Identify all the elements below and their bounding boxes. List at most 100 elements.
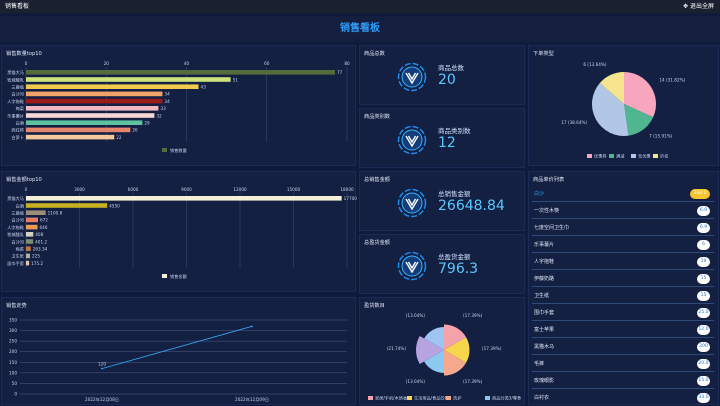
price-badge: 15: [697, 274, 710, 284]
panel-order-type: 下单类型 14 (31.82%) 7 (15.91%) 17 (38.64%) 6 (…: [528, 45, 719, 166]
category-label: 乐事薯片: [7, 112, 24, 119]
list-item-name: 乐事薯片: [534, 242, 555, 248]
legend-swatch: [653, 154, 658, 158]
panel-amt-top10: 销售金额top10 0 3000 6000 9000 12000 15000 18000 黑猫…: [1, 171, 358, 292]
list-item-name: 卫生纸: [534, 293, 550, 299]
data-label: 175.2: [31, 261, 43, 266]
price-badge: 12.0: [697, 325, 710, 335]
list-item[interactable]: 一次性木筷 6.0: [532, 203, 714, 219]
data-label: 120: [98, 362, 106, 367]
y-tick-label: 300: [9, 328, 17, 333]
list-item[interactable]: 围巾手套 25.0: [532, 305, 714, 321]
icon-v-mark: [405, 72, 419, 85]
data-label: 34: [164, 99, 170, 104]
legend-label: 满减: [616, 153, 625, 160]
slice-label: 14 (31.82%): [659, 77, 685, 82]
category-label: 白酒: [16, 202, 24, 209]
icon-v-mark: [405, 261, 419, 274]
legend-swatch: [631, 154, 636, 158]
data-label: 26: [132, 128, 138, 133]
list-item[interactable]: 卫生纸 15: [532, 288, 714, 304]
panel-title: 下单类型: [533, 51, 554, 57]
legend-swatch: [162, 274, 167, 278]
legend-label: 洗护: [453, 395, 461, 402]
price-badge: 6.0: [697, 206, 710, 216]
bar: [26, 113, 155, 118]
price-badge: 368.0: [690, 189, 710, 199]
legend-swatch: [609, 154, 614, 158]
tick-label: 12000: [233, 187, 247, 192]
category-label: 三鹿瓶: [11, 84, 24, 91]
icon-ring: [397, 251, 427, 281]
tick-label: 60: [264, 61, 270, 66]
icon-v-mark: [405, 135, 419, 148]
bar: [26, 217, 38, 223]
bar: [26, 120, 143, 125]
tick-label: 6000: [128, 187, 139, 192]
list-item[interactable]: 乐事薯片 6: [532, 237, 714, 253]
list-item[interactable]: 黑猫木马 200: [532, 339, 714, 355]
list-item[interactable]: 人字拖鞋 19: [532, 254, 714, 270]
price-badge: 19: [697, 257, 710, 267]
data-label: 77: [337, 70, 343, 75]
data-label: 646: [40, 225, 48, 230]
panel-price-list: 商品单价列表 白沙 368.0 一次性木筷 6.0 七度空间卫生巾 6.9 乐事薯片 6 人字拖…: [528, 171, 719, 405]
data-label: 263.34: [33, 247, 48, 252]
bar: [26, 134, 115, 140]
list-item[interactable]: 七度空间卫生巾 6.9: [532, 220, 714, 236]
price-badge: 6: [697, 240, 710, 250]
legend-swatch: [368, 396, 373, 400]
dashboard-header: 销售看板: [0, 16, 720, 42]
qty-bar-chart: 0 20 40 60 80 黑猫大马 77 牧城酸乳 51 三鹿瓶 43 白沙河 34 人字拖鞋 34 梅菜 3…: [7, 61, 350, 154]
data-label: 22: [116, 135, 122, 140]
exit-fullscreen-button[interactable]: ✥ 退出全屏: [683, 3, 714, 10]
list-item[interactable]: 伊藤奶酪 15: [532, 271, 714, 287]
list-item[interactable]: 富士苹果 12.0: [532, 322, 714, 338]
icon-v-mark: [405, 198, 419, 211]
list-item[interactable]: 玫瑰眼影 15.0: [532, 373, 714, 389]
bar: [26, 106, 159, 111]
pie-slice: [624, 104, 654, 136]
list-item[interactable]: 白衬衣 33.0: [532, 390, 714, 404]
category-count-value: 12: [438, 135, 456, 151]
panel-title: 总销售金额: [364, 177, 390, 183]
list-item[interactable]: 白沙 368.0: [532, 186, 714, 202]
total-profit-value: 796.3: [438, 261, 479, 277]
data-label: 4550: [109, 203, 120, 208]
category-label: 人字拖鞋: [7, 224, 25, 231]
data-label: 51: [233, 77, 239, 82]
rose-slice: [444, 337, 470, 363]
slice-label: 7 (15.91%): [649, 134, 673, 139]
data-label: 408: [35, 232, 43, 237]
panel-title: 盈货数目: [364, 303, 385, 309]
price-badge: 25.0: [697, 308, 710, 318]
slice-label: (13.04%): [406, 313, 426, 318]
rose-slice: [424, 327, 444, 350]
product-count-label: 商品总数: [438, 64, 464, 72]
total-sales-label: 总销售金额: [438, 190, 471, 198]
price-badge: 15: [697, 291, 710, 301]
data-label: 17700: [344, 196, 358, 201]
category-label: 西红柿: [11, 127, 24, 134]
legend-label: 无优惠: [638, 153, 651, 160]
bar: [26, 246, 31, 251]
list-item[interactable]: 毛裤 20.0: [532, 356, 714, 372]
legend-label: 家居/手机/木质香: [375, 395, 408, 402]
data-point: [251, 325, 253, 328]
bar: [26, 210, 46, 215]
panel-category-count: 商品类别数 商品类别数 12: [359, 108, 525, 168]
total-sales-value: 26648.84: [438, 198, 505, 214]
x-tick-label: 2022年12月08日: [85, 396, 119, 403]
panel-title: 销售金额top10: [6, 177, 42, 183]
rose-slice: [444, 350, 467, 376]
category-label: 卫生纸: [11, 253, 24, 260]
category-label: 三鹿瓶: [11, 210, 24, 217]
y-tick-label: 250: [9, 339, 17, 344]
window-title: 销售看板: [5, 3, 30, 10]
bar: [26, 127, 131, 133]
data-label: 401.2: [35, 239, 47, 244]
price-badge: 6.9: [697, 223, 710, 233]
diamond-badge-icon: [397, 251, 427, 281]
legend-swatch: [587, 154, 592, 158]
category-label: 黑猫大马: [7, 195, 24, 202]
